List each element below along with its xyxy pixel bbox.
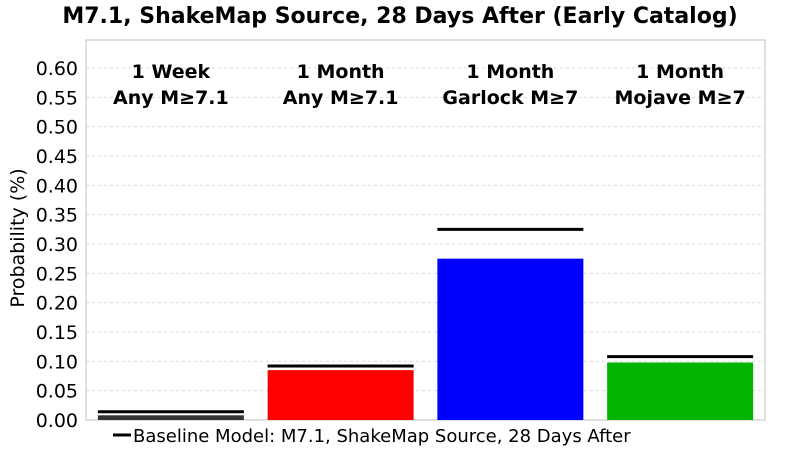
y-tick-label: 0.10 bbox=[36, 351, 78, 373]
y-tick-label: 0.50 bbox=[36, 117, 78, 139]
category-label: Mojave M≥7 bbox=[615, 87, 746, 109]
baseline-marks bbox=[97, 227, 754, 414]
y-tick-label: 0.40 bbox=[36, 175, 78, 197]
y-tick-label: 0.20 bbox=[36, 293, 78, 315]
bar bbox=[607, 362, 754, 420]
bar bbox=[97, 415, 244, 420]
bar bbox=[437, 258, 584, 420]
chart-title: M7.1, ShakeMap Source, 28 Days After (Ea… bbox=[62, 4, 737, 29]
category-label: Any M≥7.1 bbox=[113, 87, 229, 109]
category-label: 1 Month bbox=[636, 61, 724, 83]
y-tick-label: 0.60 bbox=[36, 58, 78, 80]
y-tick-label: 0.30 bbox=[36, 234, 78, 256]
y-tick-label: 0.35 bbox=[36, 205, 78, 227]
y-tick-label: 0.45 bbox=[36, 146, 78, 168]
bar bbox=[267, 370, 414, 420]
category-label: 1 Month bbox=[466, 61, 554, 83]
y-tick-label: 0.05 bbox=[36, 381, 78, 403]
legend: Baseline Model: M7.1, ShakeMap Source, 2… bbox=[113, 426, 631, 447]
y-tick-label: 0.55 bbox=[36, 87, 78, 109]
category-label: Garlock M≥7 bbox=[442, 87, 578, 109]
y-tick-label: 0.25 bbox=[36, 263, 78, 285]
y-tick-label: 0.00 bbox=[36, 410, 78, 432]
y-tick-label: 0.15 bbox=[36, 322, 78, 344]
y-axis-label: Probability (%) bbox=[7, 168, 29, 307]
category-labels: 1 Week Any M≥7.1 1 Month Any M≥7.1 1 Month Ga… bbox=[113, 61, 746, 109]
legend-baseline-label: Baseline Model: M7.1, ShakeMap Source, 2… bbox=[133, 426, 631, 447]
category-label: Any M≥7.1 bbox=[283, 87, 399, 109]
category-label: 1 Week bbox=[132, 61, 211, 83]
bars bbox=[97, 258, 754, 420]
category-label: 1 Month bbox=[297, 61, 385, 83]
y-axis-ticks: 0.00 0.05 0.10 0.15 0.20 0.25 0.30 0.35 0.40 0.45… bbox=[36, 58, 78, 432]
